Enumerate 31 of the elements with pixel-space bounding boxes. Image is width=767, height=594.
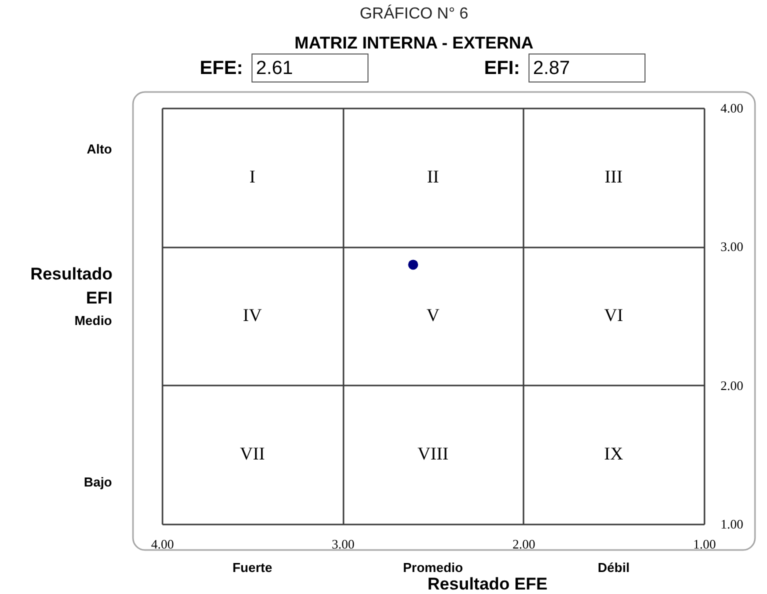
text: 2.87 — [533, 58, 570, 79]
text: EFI: — [484, 58, 520, 79]
text: Fuerte — [232, 560, 272, 575]
annotation: IX — [604, 444, 624, 464]
text: Promedio — [403, 560, 464, 575]
text: 2.61 — [256, 58, 293, 79]
chart-subtitle: MATRIZ INTERNA - EXTERNA — [294, 34, 534, 52]
annotation: II — [427, 166, 439, 186]
annotation: V — [426, 305, 440, 325]
annotation: I — [249, 166, 256, 186]
annotation: III — [604, 166, 623, 186]
x-tick-label: 4.00 — [151, 536, 174, 552]
x-tick-label: 3.00 — [332, 536, 355, 552]
annotation: VI — [604, 305, 624, 325]
y-tick-label: 1.00 — [720, 516, 744, 532]
text: Bajo — [84, 474, 112, 490]
y-tick-label: 2.00 — [720, 378, 744, 393]
text: Alto — [86, 142, 112, 157]
y-tick-label: 4.00 — [720, 100, 744, 116]
annotation: VII — [240, 444, 265, 464]
annotation: IV — [242, 305, 262, 325]
text: Débil — [598, 560, 630, 575]
x-tick-label: 1.00 — [693, 536, 716, 552]
x-axis-title: Resultado EFE — [428, 574, 548, 594]
y-tick-label: 3.00 — [720, 239, 744, 254]
text: Medio — [74, 313, 112, 328]
annotation: VIII — [418, 444, 448, 464]
text: EFE: — [200, 58, 243, 79]
x-tick-label: 2.00 — [512, 536, 536, 552]
y-axis-title: Resultado EFI — [30, 264, 112, 308]
chart-title: GRÁFICO N° 6 — [360, 4, 468, 22]
